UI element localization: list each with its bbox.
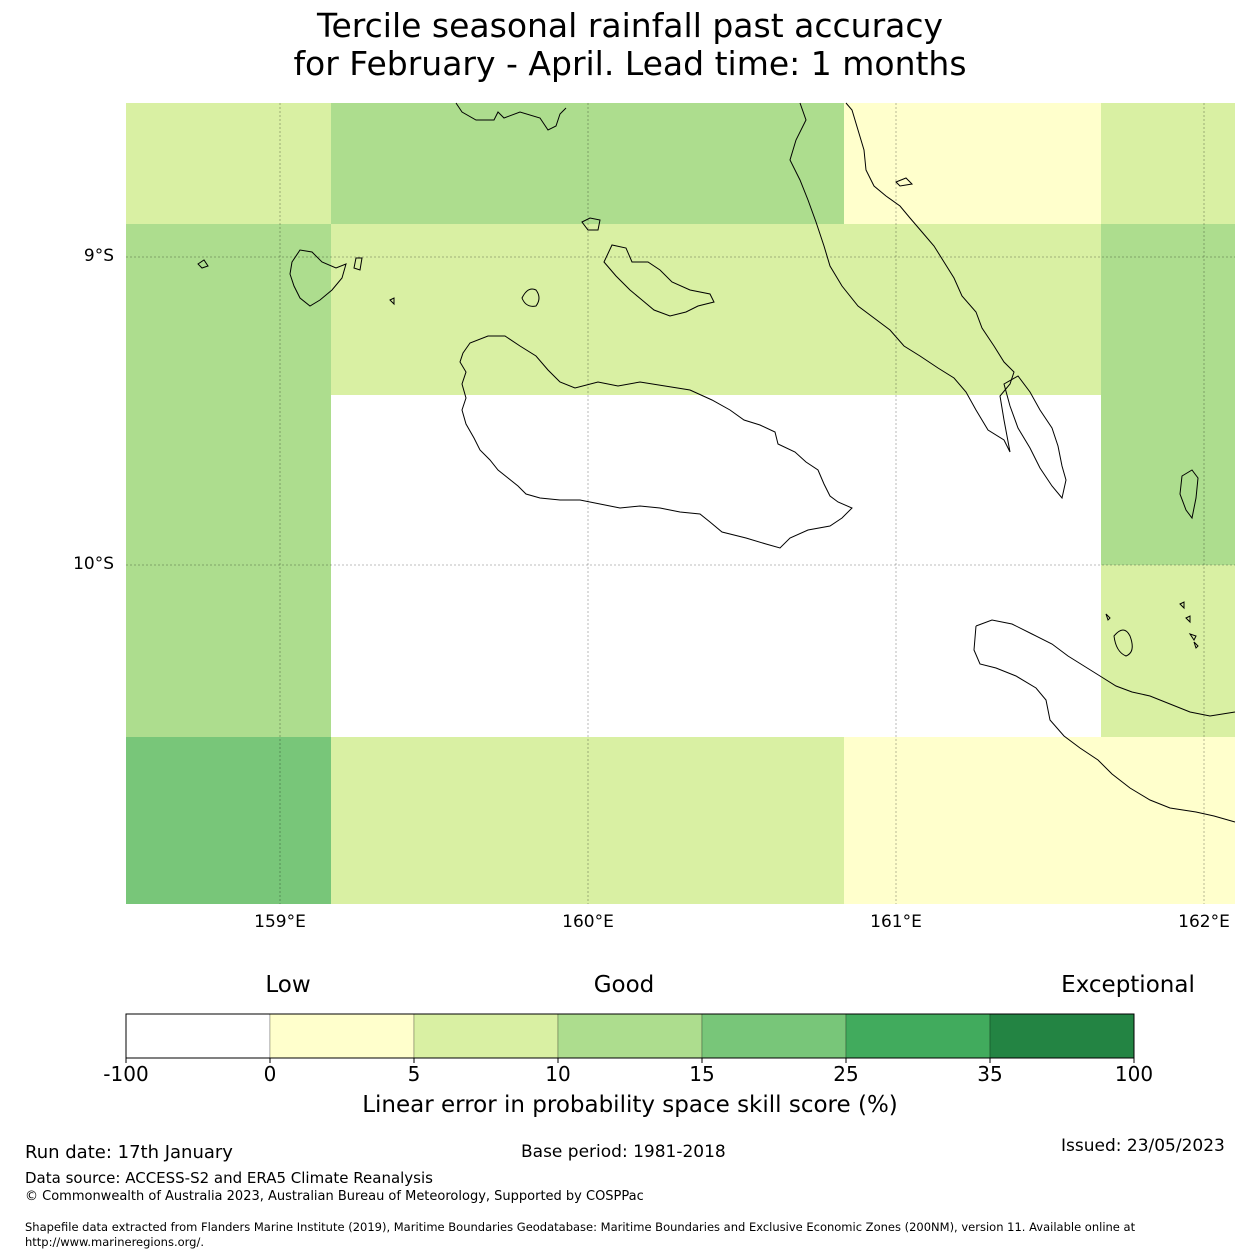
grid-cell-r0-c2 — [844, 103, 1101, 224]
colorbar-tick-0: 0 — [263, 1062, 277, 1086]
colorbar-tick-35: 35 — [977, 1062, 1003, 1086]
grid-cell-r1-c0 — [126, 224, 331, 395]
grid-cell-r2-c2 — [844, 395, 1101, 565]
grid-cell-r0-c3 — [1101, 103, 1235, 224]
colorbar-outline — [125, 1013, 1135, 1059]
colorbar-swatch-1 — [269, 1013, 415, 1059]
coastline-small-island-9 — [1193, 641, 1199, 649]
grid-cell-r2-c1 — [331, 395, 844, 565]
coastline-small-island-8 — [1188, 633, 1197, 641]
coastline-russell-islands — [289, 249, 347, 307]
lat-label-9s: 9°S — [83, 246, 114, 266]
grid-cell-r2-c3 — [1101, 395, 1235, 565]
coastline-florida-north — [581, 217, 601, 231]
colorbar-swatch-3 — [557, 1013, 703, 1059]
grid-cell-r1-c2 — [844, 224, 1101, 395]
grid-cell-r3-c3 — [1101, 565, 1235, 737]
coastline-small-island-1 — [197, 259, 209, 269]
colorbar-swatch-6 — [989, 1013, 1135, 1059]
copyright: © Commonwealth of Australia 2023, Austra… — [25, 1189, 644, 1204]
chart-title-line1: Tercile seasonal rainfall past accuracy — [316, 6, 944, 45]
coastline-small-island-2 — [353, 257, 363, 271]
coastline-small-island-6 — [1179, 601, 1185, 610]
colorbar-swatch-0 — [125, 1013, 271, 1059]
grid-cell-r3-c2 — [844, 565, 1101, 737]
coastline-small-island-10 — [895, 177, 914, 187]
colorbar-tick-minus100: -100 — [103, 1062, 149, 1086]
coastline-makira — [973, 619, 1236, 823]
colorbar-tick-15: 15 — [689, 1062, 715, 1086]
lon-label-162e: 162°E — [1178, 912, 1230, 932]
grid-cell-r4-c2 — [844, 737, 1101, 904]
coastline-guadalcanal — [459, 335, 853, 549]
colorbar-category-exceptional: Exceptional — [1061, 972, 1195, 998]
colorbar-category-low: Low — [265, 972, 311, 998]
issued-date: Issued: 23/05/2023 — [1061, 1136, 1225, 1156]
coastline-maramasike — [1003, 375, 1067, 500]
colorbar-swatch-5 — [845, 1013, 991, 1059]
coastline-florida-islands — [603, 244, 715, 317]
coastline-small-island-4 — [1105, 613, 1111, 621]
grid-cell-r4-c1 — [331, 737, 844, 904]
colorbar-tick-100: 100 — [1114, 1062, 1154, 1086]
grid-cells — [126, 103, 1235, 904]
grid-cell-r3-c0 — [126, 565, 331, 737]
grid-cell-r2-c0 — [126, 395, 331, 565]
coastline-new-georgia-tip — [455, 102, 567, 131]
data-source: Data source: ACCESS-S2 and ERA5 Climate … — [25, 1169, 433, 1187]
grid-cell-r4-c0 — [126, 737, 331, 904]
run-date: Run date: 17th January — [25, 1142, 233, 1163]
coastline-small-island-3 — [389, 297, 395, 306]
base-period: Base period: 1981-2018 — [521, 1142, 726, 1162]
grid-cell-r1-c3 — [1101, 224, 1235, 395]
grid-cell-r0-c1 — [331, 103, 844, 224]
shapefile-credit-line1: Shapefile data extracted from Flanders M… — [25, 1220, 1136, 1234]
colorbar-tick-10: 10 — [545, 1062, 571, 1086]
colorbar-category-good: Good — [593, 972, 655, 998]
coastline-ulawa — [1179, 469, 1199, 520]
graticule — [126, 103, 1235, 904]
coastline-small-island-5 — [1113, 629, 1133, 657]
colorbar-swatch-2 — [413, 1013, 559, 1059]
coastline-savo-island — [521, 288, 540, 307]
grid-cell-r4-c3 — [1101, 737, 1235, 904]
colorbar-swatch-4 — [701, 1013, 847, 1059]
coastline-malaita — [789, 102, 1015, 453]
grid-cell-r0-c0 — [126, 103, 331, 224]
lon-label-159e: 159°E — [254, 912, 306, 932]
lat-label-10s: 10°S — [73, 554, 114, 574]
colorbar-tick-25: 25 — [833, 1062, 859, 1086]
grid-cell-r3-c1 — [331, 565, 844, 737]
colorbar-label: Linear error in probability space skill … — [362, 1092, 898, 1118]
lon-label-161e: 161°E — [870, 912, 922, 932]
shapefile-credit-line2: http://www.marineregions.org/. — [25, 1235, 204, 1249]
chart-title-line2: for February - April. Lead time: 1 month… — [293, 44, 967, 83]
lon-label-160e: 160°E — [562, 912, 614, 932]
grid-cell-r1-c1 — [331, 224, 844, 395]
coastlines — [197, 102, 1236, 823]
colorbar-tick-5: 5 — [407, 1062, 421, 1086]
coastline-small-island-7 — [1185, 615, 1191, 624]
